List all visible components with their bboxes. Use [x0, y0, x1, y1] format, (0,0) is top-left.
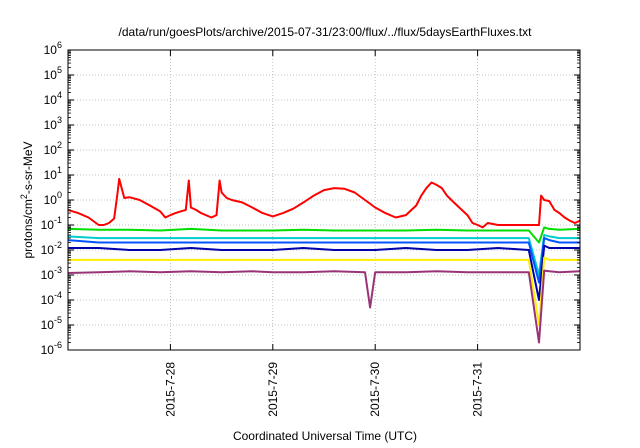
- y-tick-label: 102: [44, 140, 62, 157]
- series-line-2: [67, 233, 580, 276]
- series-line-3: [67, 237, 580, 284]
- chart-title: /data/run/goesPlots/archive/2015-07-31/2…: [119, 25, 533, 39]
- axis-ticks: [68, 49, 580, 351]
- series-line-5: [68, 256, 580, 326]
- y-tick-label: 10-5: [41, 315, 62, 332]
- y-tick-label: 100: [44, 190, 62, 207]
- y-tick-label: 10-2: [41, 240, 62, 257]
- series-line-4: [68, 244, 580, 301]
- series-line-1: [67, 226, 581, 244]
- y-tick-label: 106: [44, 40, 62, 57]
- y-tick-label: 10-4: [41, 290, 62, 307]
- y-tick-label: 104: [44, 90, 62, 107]
- x-tick-label: 2015-7-30: [368, 362, 382, 417]
- y-tick-label: 103: [44, 115, 62, 132]
- y-axis-label: protons/cm2-s-sr-MeV: [19, 141, 35, 258]
- y-tick-label: 10-3: [41, 265, 62, 282]
- series-line-6: [67, 269, 581, 344]
- x-tick-labels: 2015-7-28 2015-7-29 2015-7-30 2015-7-31: [163, 362, 484, 417]
- x-tick-label: 2015-7-31: [471, 362, 485, 417]
- y-tick-labels: 10-6 10-5 10-4 10-3 10-2 10-1 100 101 102 103 104 1…: [41, 40, 62, 357]
- grid-lines: [68, 50, 580, 350]
- y-tick-label: 101: [44, 165, 62, 182]
- y-tick-label: 10-1: [41, 215, 62, 232]
- y-tick-label: 10-6: [41, 340, 62, 357]
- x-tick-label: 2015-7-28: [163, 362, 177, 417]
- x-tick-label: 2015-7-29: [266, 362, 280, 417]
- series-layer: [67, 177, 581, 344]
- series-line-0: [67, 177, 581, 229]
- y-tick-label: 105: [44, 65, 62, 82]
- x-axis-label: Coordinated Universal Time (UTC): [233, 429, 417, 443]
